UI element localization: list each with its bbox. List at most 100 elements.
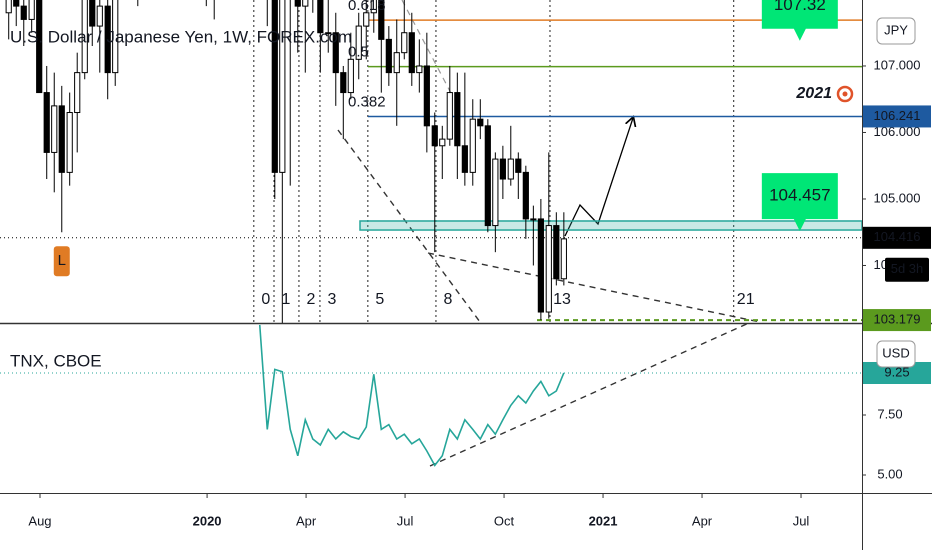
countdown: 5d 3h	[891, 261, 924, 276]
marker-bg	[53, 246, 70, 277]
candle-body	[431, 125, 438, 147]
target-year: 2021	[795, 85, 832, 102]
candle-body	[66, 112, 73, 173]
target-icon	[836, 85, 854, 103]
x-tick-label: Apr	[692, 513, 713, 528]
time-label: 3	[327, 291, 336, 308]
y-tick-label: 107.000	[874, 57, 921, 72]
candle-body	[393, 52, 400, 74]
candle-body	[545, 225, 552, 313]
candle-body	[271, 0, 278, 173]
time-label: 13	[553, 291, 571, 308]
candle-body	[446, 92, 453, 140]
countdown-bg	[885, 257, 929, 282]
candle-body	[104, 5, 111, 74]
trend-line	[429, 324, 749, 467]
candle-body	[325, 32, 332, 35]
fib-label: 0.618	[348, 0, 386, 14]
candle-body	[439, 138, 446, 147]
trend-line	[427, 252, 761, 323]
candle-body	[378, 0, 385, 40]
y-tick-label: 106.000	[874, 124, 921, 139]
candle-body	[28, 0, 35, 20]
indicator-title: TNX, CBOE	[10, 351, 102, 370]
x-tick-label: Aug	[28, 513, 51, 528]
candle-body	[96, 5, 103, 27]
candle-body	[294, 0, 301, 7]
target-icon	[842, 91, 848, 97]
fib-label: 0.5	[348, 44, 369, 61]
candle-body	[332, 32, 339, 74]
x-tick-label: 2021	[589, 513, 618, 528]
candle-body	[530, 218, 537, 221]
candle-body	[469, 118, 476, 173]
lower-pane	[0, 324, 862, 467]
currency-box	[876, 17, 916, 45]
candle-body	[477, 118, 484, 127]
candle-body	[507, 158, 514, 180]
x-tick-label: Jul	[397, 513, 414, 528]
callout-label: 104.457	[769, 186, 830, 205]
candle-body	[499, 158, 506, 180]
candle-body	[553, 225, 560, 280]
candle-body	[363, 12, 370, 27]
indicator-line	[258, 324, 565, 467]
marker-label: L	[58, 252, 66, 269]
currency-box	[876, 340, 916, 368]
candle-body	[454, 92, 461, 147]
candle-body	[58, 105, 65, 173]
candle-body	[81, 0, 88, 74]
level-badge-bg	[863, 105, 931, 128]
last-value-badge: 9.25	[884, 364, 909, 379]
candle-body	[522, 171, 529, 220]
candle-body	[423, 65, 430, 127]
candle-body	[484, 125, 491, 227]
x-tick-label: 2020	[193, 513, 222, 528]
time-label: 21	[737, 291, 755, 308]
x-tick-label: Apr	[296, 513, 317, 528]
last-price-badge: 104.416	[874, 229, 921, 244]
zone	[359, 220, 862, 231]
callout-bg	[761, 173, 838, 232]
candle-body	[401, 32, 408, 54]
candle-body	[355, 25, 362, 60]
candle-body	[370, 0, 377, 14]
callout-bg	[761, 0, 838, 41]
fib-label: 0.382	[348, 93, 386, 110]
level-badge: 106.241	[874, 108, 921, 123]
candle-body	[492, 158, 499, 227]
candle-body	[385, 38, 392, 74]
candle-body	[461, 145, 468, 173]
last-value-badge-bg	[863, 361, 931, 384]
y-tick-label: 5.00	[877, 466, 902, 481]
candle-body	[408, 32, 415, 74]
candle-body	[347, 58, 354, 94]
currency: JPY	[884, 22, 908, 37]
y-tick-label: 105.000	[874, 190, 921, 205]
candle-body	[416, 65, 423, 74]
last-price-badge-bg	[863, 226, 931, 249]
x-tick-label: Jul	[793, 513, 810, 528]
candle-body	[302, 0, 309, 7]
callout-label: 107.32	[774, 0, 826, 14]
trend-line	[401, 0, 453, 96]
currency: USD	[882, 345, 909, 360]
time-label: 5	[375, 291, 384, 308]
trend-line	[337, 129, 481, 323]
candle-body	[340, 72, 347, 94]
main-pane	[0, 0, 862, 323]
time-label: 2	[306, 291, 315, 308]
candle-body	[515, 158, 522, 173]
time-label: 1	[282, 291, 291, 308]
time-label: 8	[443, 291, 452, 308]
time-label: 0	[261, 291, 270, 308]
candle-body	[279, 0, 286, 173]
low-level-badge-bg	[863, 309, 931, 332]
x-tick-label: Oct	[494, 513, 515, 528]
candle-body	[13, 0, 20, 7]
low-level-badge: 103.179	[874, 312, 921, 327]
candle-body	[74, 72, 81, 114]
candle-body	[5, 0, 12, 14]
main-title: U.S. Dollar / Japanese Yen, 1W, FOREX.co…	[10, 27, 352, 46]
